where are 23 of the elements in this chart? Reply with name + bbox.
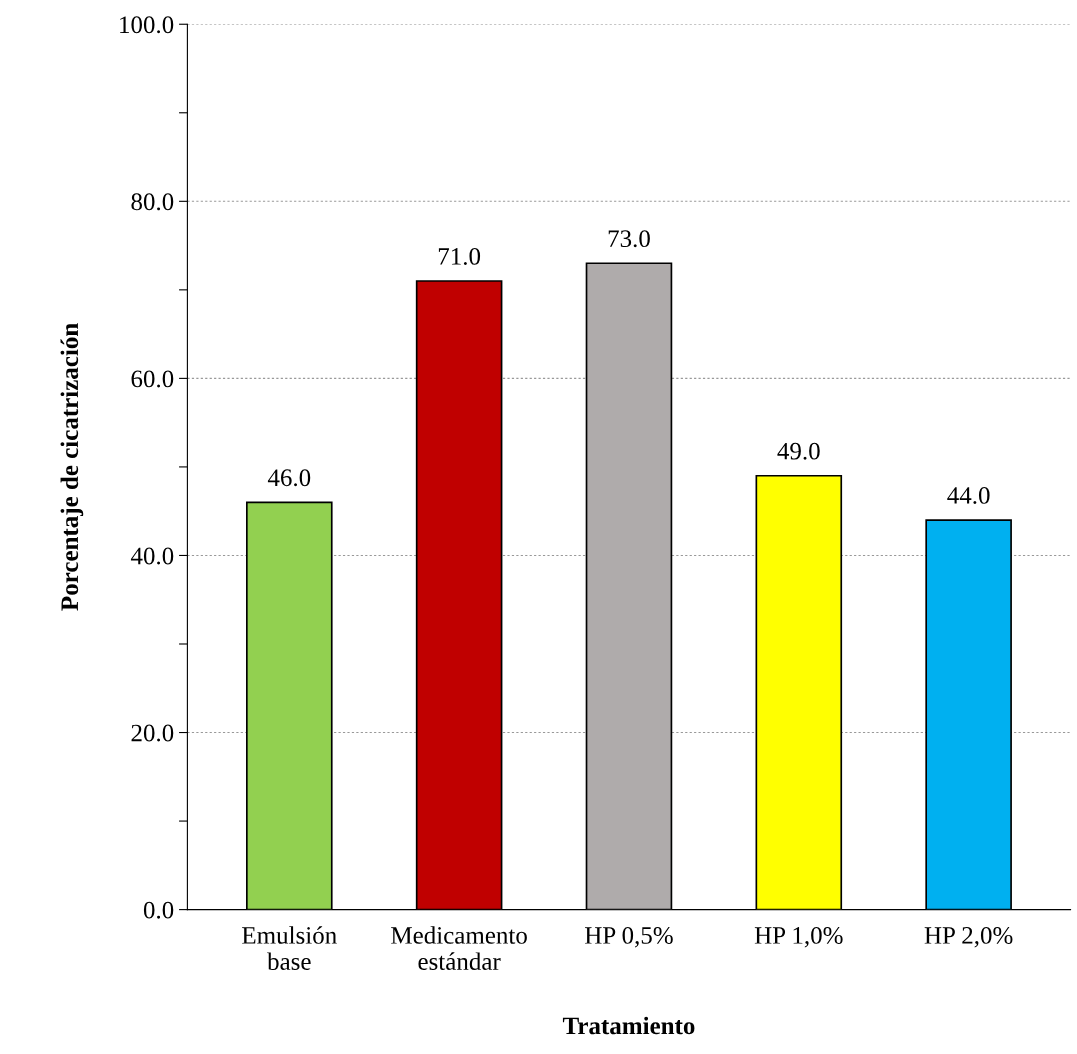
bar <box>415 280 503 910</box>
bar <box>755 474 843 910</box>
bar <box>925 519 1012 910</box>
y-tick-label: 80.0 <box>131 193 174 211</box>
bar <box>246 501 333 910</box>
y-tick-label: 100.0 <box>120 16 174 34</box>
y-tick-label: 0.0 <box>143 901 174 919</box>
data-label: 73.0 <box>608 230 650 248</box>
bar <box>585 262 673 910</box>
x-tick-label: Emulsión base <box>242 926 337 970</box>
x-tick-label: HP 1,0% <box>754 926 843 948</box>
x-tick-label: Medicamento estándar <box>391 926 527 970</box>
y-tick-label: 60.0 <box>131 370 174 388</box>
x-tick-label: HP 2,0% <box>924 926 1013 948</box>
data-label: 49.0 <box>777 442 820 460</box>
x-tick-label: HP 0,5% <box>585 926 673 948</box>
y-axis-title: Porcentaje de cicatrización <box>60 323 84 611</box>
x-axis-title: Tratamiento <box>562 1016 695 1035</box>
y-tick-label: 20.0 <box>131 724 174 742</box>
data-label: 71.0 <box>438 247 481 265</box>
data-label: 46.0 <box>267 469 311 487</box>
data-label: 44.0 <box>947 486 990 504</box>
y-tick-label: 40.0 <box>130 547 174 565</box>
